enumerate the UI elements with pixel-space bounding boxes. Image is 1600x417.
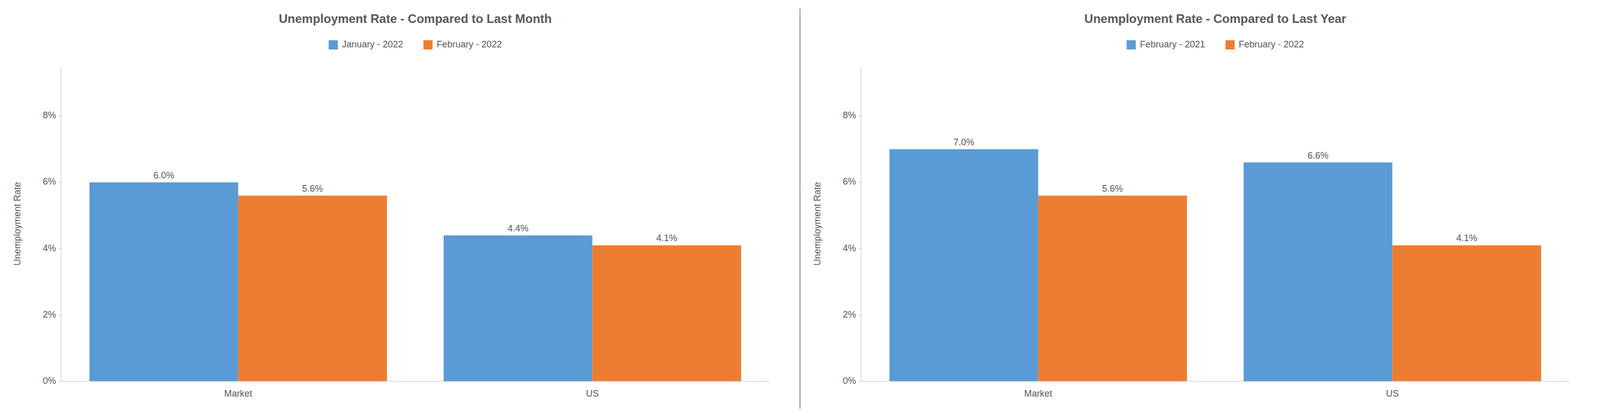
legend-swatch	[328, 40, 338, 50]
legend-label: February - 2021	[1139, 39, 1205, 50]
data-label: 6.0%	[153, 170, 175, 181]
chart-title: Unemployment Rate - Compared to Last Yea…	[1084, 11, 1346, 26]
legend-label: February - 2022	[436, 39, 503, 50]
y-tick	[858, 181, 862, 183]
y-tick	[58, 115, 62, 117]
data-labels: 7.0% 6.6% 5.6% 4.1%	[953, 136, 1478, 244]
data-label: 5.6%	[1101, 183, 1123, 194]
x-axis-line	[61, 380, 770, 382]
legend-swatch	[1225, 40, 1235, 50]
x-tick-label: US	[1386, 388, 1399, 399]
divider	[799, 8, 800, 408]
y-tick	[58, 380, 62, 382]
legend-label: February - 2022	[1238, 39, 1305, 50]
y-tick-label: 2%	[842, 309, 857, 320]
bar	[1038, 195, 1188, 381]
y-tick	[858, 314, 862, 315]
y-tick	[858, 380, 862, 382]
data-label: 4.1%	[656, 232, 678, 243]
bar	[1243, 162, 1393, 381]
y-axis-line	[861, 66, 862, 381]
bar	[889, 149, 1039, 381]
data-label: 7.0%	[953, 136, 975, 148]
data-label: 4.1%	[1456, 232, 1478, 243]
x-axis-line	[861, 380, 1570, 382]
bars	[889, 149, 1542, 381]
data-labels: 6.0% 4.4% 5.6% 4.1%	[153, 170, 678, 244]
y-tick-label: 6%	[842, 176, 857, 187]
data-label: 6.6%	[1307, 150, 1329, 161]
y-tick-label: 8%	[842, 109, 857, 121]
legend-swatch	[423, 40, 433, 50]
bar	[592, 244, 741, 381]
x-tick-label: Market	[1024, 388, 1053, 399]
y-tick	[58, 181, 62, 183]
y-tick-label: 0%	[842, 375, 857, 386]
y-tick-label: 8%	[42, 109, 57, 121]
figure: Unemployment Rate - Compared to Last Mon…	[0, 0, 1600, 417]
bar	[238, 195, 388, 381]
legend: January - 2022 February - 2022	[328, 39, 502, 50]
chart-title: Unemployment Rate - Compared to Last Mon…	[278, 11, 552, 26]
y-tick-label: 2%	[42, 309, 57, 320]
legend-swatch	[1126, 40, 1136, 50]
legend-item: February - 2022	[423, 39, 503, 50]
chart-panel: Unemployment Rate - Compared to Last Mon…	[12, 11, 770, 399]
y-tick	[58, 314, 62, 315]
y-tick-label: 4%	[42, 242, 57, 254]
y-axis-label: Unemployment Rate	[12, 181, 23, 266]
x-tick-label: Market	[224, 388, 253, 399]
bar	[89, 182, 239, 381]
legend-item: January - 2022	[328, 39, 403, 50]
bar	[1392, 244, 1541, 381]
legend: February - 2021 February - 2022	[1126, 39, 1304, 50]
chart-panel: Unemployment Rate - Compared to Last Yea…	[812, 11, 1570, 399]
y-axis-label: Unemployment Rate	[812, 181, 823, 266]
data-label: 5.6%	[301, 183, 323, 194]
data-label: 4.4%	[507, 223, 529, 234]
y-tick	[858, 115, 862, 117]
y-tick-label: 0%	[42, 375, 57, 386]
legend-label: January - 2022	[341, 39, 403, 50]
y-axis-line	[61, 66, 62, 381]
legend-item: February - 2022	[1225, 39, 1305, 50]
bars	[89, 182, 742, 381]
y-tick-label: 6%	[42, 176, 57, 187]
x-tick-label: US	[586, 388, 599, 399]
y-tick	[58, 247, 62, 249]
y-tick-label: 4%	[842, 242, 857, 254]
y-tick	[858, 247, 862, 249]
bar	[443, 235, 593, 381]
legend-item: February - 2021	[1126, 39, 1205, 50]
